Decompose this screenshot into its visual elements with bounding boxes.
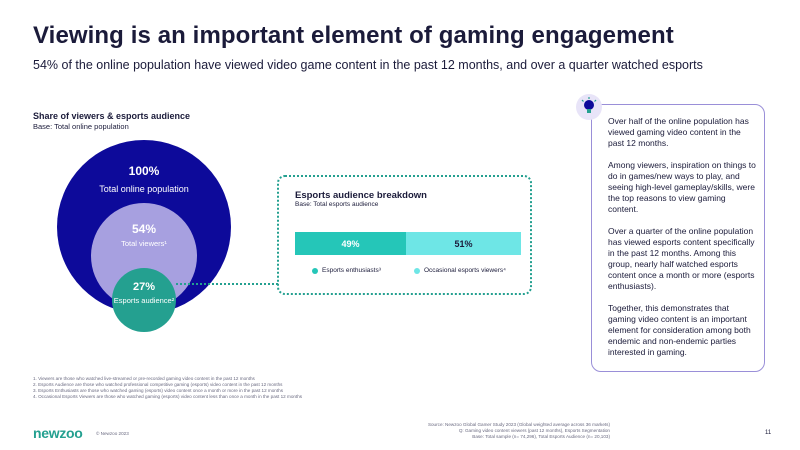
- footnotes: 1. Viewers are those who watched live-st…: [33, 376, 393, 400]
- legend-label-enthusiasts: Esports enthusiasts³: [322, 267, 381, 274]
- bar-esports-enthusiasts: 49%: [295, 232, 406, 255]
- insight-panel: Over half of the online population has v…: [591, 104, 765, 372]
- insight-text: Over half of the online population has v…: [608, 116, 758, 358]
- middle-circle-label: Total viewers¹: [121, 239, 167, 248]
- footnote: 1. Viewers are those who watched live-st…: [33, 376, 255, 381]
- legend-dot-enthusiasts: [312, 267, 318, 274]
- insight-paragraph: Among viewers, inspiration on things to …: [608, 160, 756, 214]
- legend-label-occasional: Occasional esports viewers⁴: [424, 267, 506, 274]
- lightbulb-icon: [576, 94, 602, 120]
- outer-circle-pct: 100%: [128, 164, 160, 178]
- legend-occasional-viewers: Occasional esports viewers⁴: [414, 267, 506, 274]
- copyright: © Newzoo 2023: [96, 431, 129, 436]
- page-subtitle: 54% of the online population have viewed…: [33, 58, 703, 72]
- legend-dot-occasional: [414, 267, 420, 274]
- source-note: Source: Newzoo Global Gamer Study 2023 (…: [300, 422, 610, 440]
- footnote: 3. Esports Enthusiasts are those who wat…: [33, 388, 283, 393]
- bar-occasional-viewers: 51%: [406, 232, 521, 255]
- insight-paragraph: Over half of the online population has v…: [608, 116, 749, 148]
- inner-circle-pct: 27%: [132, 281, 156, 293]
- dotted-connector: [176, 283, 278, 285]
- legend-esports-enthusiasts: Esports enthusiasts³: [312, 267, 381, 274]
- source-line: Source: Newzoo Global Gamer Study 2023 (…: [427, 422, 610, 427]
- page-title: Viewing is an important element of gamin…: [33, 22, 674, 49]
- source-line: Base: Total sample (n= 74,296), Total Es…: [472, 434, 610, 439]
- insight-paragraph: Over a quarter of the online population …: [608, 226, 755, 291]
- breakdown-title: Esports audience breakdown: [295, 190, 427, 201]
- footnote: 4. Occasional Esports Viewers are those …: [33, 394, 303, 399]
- inner-circle-label: Esports audience²: [113, 296, 175, 305]
- middle-circle-pct: 54%: [131, 222, 157, 236]
- insight-paragraph: Together, this demonstrates that gaming …: [608, 303, 751, 357]
- newzoo-logo: newzoo: [33, 425, 83, 441]
- breakdown-base: Base: Total esports audience: [295, 201, 379, 208]
- circle-esports-audience: [112, 268, 176, 332]
- esports-breakdown-panel: Esports audience breakdown Base: Total e…: [277, 175, 532, 295]
- outer-circle-label: Total online population: [99, 184, 189, 194]
- source-line: Q: Gaming video content viewers (past 12…: [458, 428, 610, 433]
- footnote: 2. Esports Audience are those who watche…: [33, 382, 283, 387]
- chart-base: Base: Total online population: [33, 122, 129, 131]
- page-number: 11: [765, 430, 772, 436]
- chart-title: Share of viewers & esports audience: [33, 111, 191, 121]
